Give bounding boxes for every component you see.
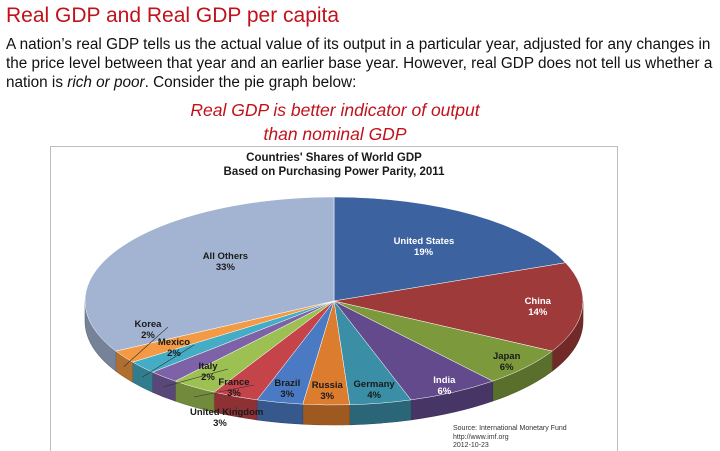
pie-label-name: Mexico — [157, 337, 191, 348]
pie-label-value: 6% — [437, 385, 452, 397]
pie-label-name: France — [218, 377, 250, 388]
pie-label-brazil: Brazil 3% — [257, 378, 317, 400]
pie-label-india: India 6% — [414, 375, 474, 397]
red-note: Real GDP is better indicator of output t… — [180, 98, 490, 146]
pie-slice-united-states — [333, 196, 567, 302]
leader-line-united-kingdom — [234, 406, 241, 416]
pie-chart — [84, 196, 584, 426]
pie-label-korea: Korea 2% — [118, 319, 178, 341]
pie-label-value: 3% — [227, 388, 241, 399]
pie-label-russia: Russia 3% — [297, 380, 357, 402]
slide-title: Real GDP and Real GDP per capita — [6, 4, 340, 27]
pie-label-value: 2% — [201, 372, 215, 383]
pie-label-value: 3% — [280, 389, 295, 401]
pie-label-value: 4% — [367, 389, 381, 401]
body-text-part2: . Consider the pie graph below: — [144, 74, 357, 91]
pie-slice-all-others — [84, 196, 335, 352]
pie-label-name: Germany — [353, 378, 395, 390]
pie-label-germany: Germany 4% — [344, 379, 404, 401]
pie-label-value: 3% — [320, 391, 335, 403]
source-note: Source: International Monetary Fund http… — [453, 425, 567, 451]
body-text-emphasis: rich or poor — [67, 74, 145, 91]
pie-label-value: 33% — [215, 262, 235, 274]
leader-line-korea — [123, 326, 169, 367]
chart-title-line2: Based on Purchasing Power Parity, 2011 — [223, 165, 445, 178]
pie-side-walls — [84, 300, 584, 426]
pie-label-united-kingdom: United Kingdom 3% — [190, 407, 264, 429]
pie-label-all-others: All Others 33% — [195, 251, 255, 273]
pie-label-name: Japan — [492, 350, 521, 362]
pie-label-name: All Others — [202, 251, 249, 263]
chart-frame: Countries' Shares of World GDP Based on … — [50, 146, 618, 451]
pie-label-value: 2% — [141, 330, 155, 341]
source-line1: Source: International Monetary Fund — [453, 425, 567, 432]
leader-lines — [123, 326, 255, 416]
body-text-part1: A nation’s real GDP tells us the actual … — [6, 36, 713, 91]
leader-line-mexico — [141, 344, 195, 378]
pie-label-china: China 14% — [508, 296, 568, 318]
pie-label-name: India — [433, 374, 456, 386]
pie-label-value: 6% — [499, 361, 514, 373]
pie-label-italy: Italy 2% — [178, 361, 238, 383]
chart-title-line1: Countries' Shares of World GDP — [246, 152, 422, 164]
pie-slice-china — [333, 262, 584, 352]
pie-label-value: 19% — [414, 246, 434, 258]
red-note-line2: than nominal GDP — [263, 124, 407, 144]
source-line3: 2012-10-23 — [453, 442, 489, 449]
pie-label-name: China — [524, 296, 551, 308]
pie-label-value: 14% — [528, 307, 548, 319]
leader-line-france — [193, 384, 255, 398]
pie-label-name: United States — [393, 235, 455, 247]
source-line2: http://www.imf.org — [453, 433, 509, 441]
pie-label-united-states: United States 19% — [393, 235, 455, 258]
pie-label-france: France 3% — [204, 377, 264, 399]
pie-label-name: Korea — [134, 319, 162, 330]
pie-top — [84, 196, 584, 406]
pie-label-mexico: Mexico 2% — [144, 337, 204, 359]
pie-label-name: Russia — [311, 380, 343, 392]
red-note-line1: Real GDP is better indicator of output — [190, 100, 480, 120]
chart-title: Countries' Shares of World GDP Based on … — [51, 152, 617, 179]
pie-label-name: Italy — [198, 361, 218, 372]
slide-body-text: A nation’s real GDP tells us the actual … — [6, 35, 716, 92]
pie-label-value: 3% — [213, 418, 227, 429]
pie-label-name: United Kingdom — [190, 407, 264, 418]
pie-side-russia — [302, 403, 350, 426]
pie-label-name: Brazil — [274, 378, 301, 390]
pie-label-value: 2% — [167, 348, 181, 359]
leader-line-italy — [163, 368, 229, 388]
pie-label-japan: Japan 6% — [477, 351, 537, 373]
